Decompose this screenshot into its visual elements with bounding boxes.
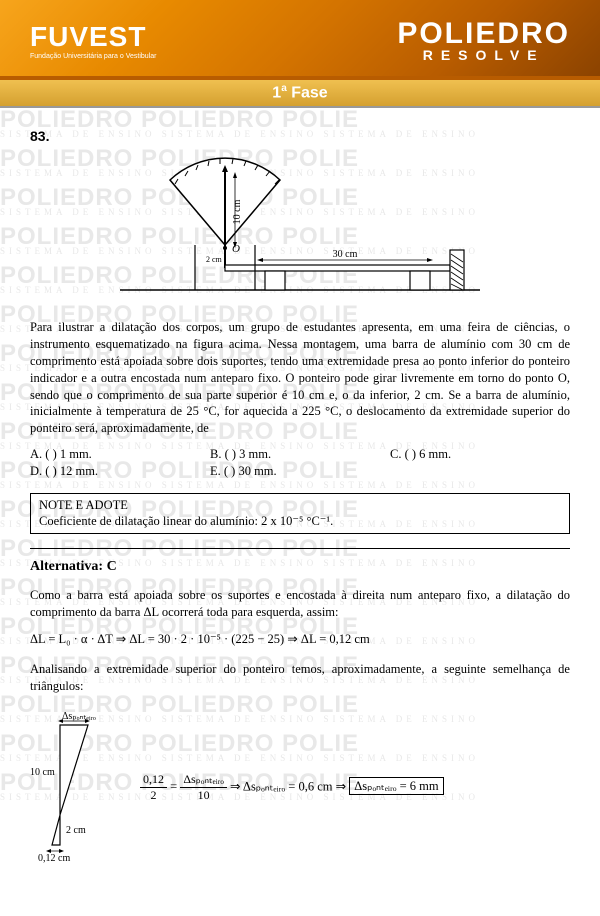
tri-base: 0,12 cm bbox=[38, 853, 70, 864]
fig-point-o: O bbox=[232, 243, 240, 255]
page-content: POLIEDRO POLIEDRO POLIE SISTEMA DE ENSIN… bbox=[0, 108, 600, 916]
question-number: 83. bbox=[30, 128, 570, 144]
tri-top-label: Δsₚₒₙₜₑᵢᵣₒ bbox=[62, 711, 96, 722]
triangle-row: Δsₚₒₙₜₑᵢᵣₒ 10 cm 2 cm 0,12 cm 0,12 2 = bbox=[30, 705, 570, 870]
fig-label-2cm: 2 cm bbox=[206, 255, 223, 264]
option-d: D. ( ) 12 mm. bbox=[30, 464, 210, 479]
eq2-mid: ⇒ Δsₚₒₙₜₑᵢᵣₒ = 0,6 cm ⇒ bbox=[230, 779, 349, 793]
phase-bar: 1a Fase bbox=[0, 80, 600, 108]
alternative-label: Alternativa: C bbox=[30, 559, 570, 575]
fuvest-title: FUVEST bbox=[30, 21, 156, 53]
note-title: NOTE E ADOTE bbox=[39, 498, 561, 513]
solution-p2: Analisando a extremidade superior do pon… bbox=[30, 661, 570, 695]
frac2: Δsₚₒₙₜₑᵢᵣₒ 10 bbox=[180, 772, 227, 803]
eq2-boxed: Δsₚₒₙₜₑᵢᵣₒ = 6 mm bbox=[349, 777, 443, 795]
frac1: 0,12 2 bbox=[140, 772, 167, 803]
header-banner: FUVEST Fundação Universitária para o Ves… bbox=[0, 0, 600, 80]
options-grid: A. ( ) 1 mm. B. ( ) 3 mm. C. ( ) 6 mm. D… bbox=[30, 447, 570, 479]
note-box: NOTE E ADOTE Coeficiente de dilatação li… bbox=[30, 493, 570, 534]
tri-2cm: 2 cm bbox=[66, 825, 86, 836]
fuvest-subtitle: Fundação Universitária para o Vestibular bbox=[30, 53, 156, 60]
note-text: Coeficiente de dilatação linear do alumí… bbox=[39, 513, 561, 529]
poliedro-logo: POLIEDRO RESOLVE bbox=[397, 17, 570, 63]
option-b: B. ( ) 3 mm. bbox=[210, 447, 390, 462]
poliedro-title: POLIEDRO bbox=[397, 17, 570, 51]
poliedro-subtitle: RESOLVE bbox=[397, 47, 570, 63]
fuvest-logo: FUVEST Fundação Universitária para o Ves… bbox=[30, 21, 156, 60]
option-e: E. ( ) 30 mm. bbox=[210, 464, 390, 479]
solution-eq1: ΔL = L₀ · α · ΔT ⇒ ΔL = 30 · 2 · 10⁻⁵ · … bbox=[30, 631, 570, 647]
fig-label-30cm: 30 cm bbox=[333, 249, 358, 260]
option-c: C. ( ) 6 mm. bbox=[390, 447, 570, 462]
solution-p1: Como a barra está apoiada sobre os supor… bbox=[30, 587, 570, 621]
triangle-figure: Δsₚₒₙₜₑᵢᵣₒ 10 cm 2 cm 0,12 cm bbox=[30, 705, 120, 870]
option-a: A. ( ) 1 mm. bbox=[30, 447, 210, 462]
question-figure: 10 cm O 2 cm 30 cm bbox=[30, 150, 570, 305]
equals: = bbox=[170, 779, 180, 793]
tri-10cm: 10 cm bbox=[30, 767, 55, 778]
apparatus-svg: 10 cm O 2 cm 30 cm bbox=[110, 150, 490, 300]
content-inner: 83. 10 cm O 2 cm bbox=[30, 128, 570, 870]
triangle-equation: 0,12 2 = Δsₚₒₙₜₑᵢᵣₒ 10 ⇒ Δsₚₒₙₜₑᵢᵣₒ = 0,… bbox=[140, 772, 444, 803]
fig-label-10cm: 10 cm bbox=[232, 199, 243, 224]
question-text: Para ilustrar a dilatação dos corpos, um… bbox=[30, 319, 570, 437]
phase-label: 1a Fase bbox=[272, 83, 327, 102]
divider bbox=[30, 548, 570, 549]
